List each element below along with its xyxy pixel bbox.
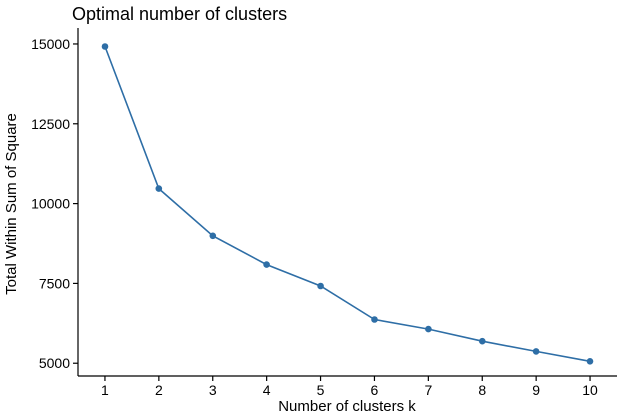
data-point xyxy=(371,316,378,323)
data-point xyxy=(101,43,109,50)
y-tick-label: 12500 xyxy=(31,116,70,132)
y-axis-label: Total Within Sum of Square xyxy=(3,113,20,295)
y-tick-label: 5000 xyxy=(39,355,70,371)
x-tick-label: 5 xyxy=(317,382,325,398)
x-tick-label: 1 xyxy=(101,382,109,398)
series-line xyxy=(104,46,591,363)
x-tick-label: 6 xyxy=(371,382,379,398)
data-point xyxy=(479,337,486,345)
data-point xyxy=(532,348,540,355)
y-tick-label: 10000 xyxy=(31,196,70,212)
data-point xyxy=(425,325,432,333)
data-point xyxy=(155,185,163,192)
y-tick-label: 7500 xyxy=(39,275,70,291)
x-ticks: 1 2 3 4 5 6 7 8 9 10 xyxy=(101,376,598,398)
plot-area xyxy=(101,43,594,365)
data-point xyxy=(209,232,217,240)
chart-title: Optimal number of clusters xyxy=(72,4,287,24)
x-tick-label: 3 xyxy=(209,382,217,398)
x-tick-label: 10 xyxy=(582,382,598,398)
x-tick-label: 4 xyxy=(263,382,271,398)
data-point xyxy=(317,282,324,290)
x-axis-label: Number of clusters k xyxy=(278,398,416,415)
x-tick-label: 7 xyxy=(424,382,432,398)
y-ticks: 5000 7500 10000 12500 15000 xyxy=(31,36,78,371)
x-tick-label: 2 xyxy=(155,382,163,398)
x-tick-label: 8 xyxy=(478,382,486,398)
x-tick-label: 9 xyxy=(532,382,540,398)
y-tick-label: 15000 xyxy=(31,36,70,52)
data-point xyxy=(263,261,270,268)
data-point xyxy=(586,358,594,365)
